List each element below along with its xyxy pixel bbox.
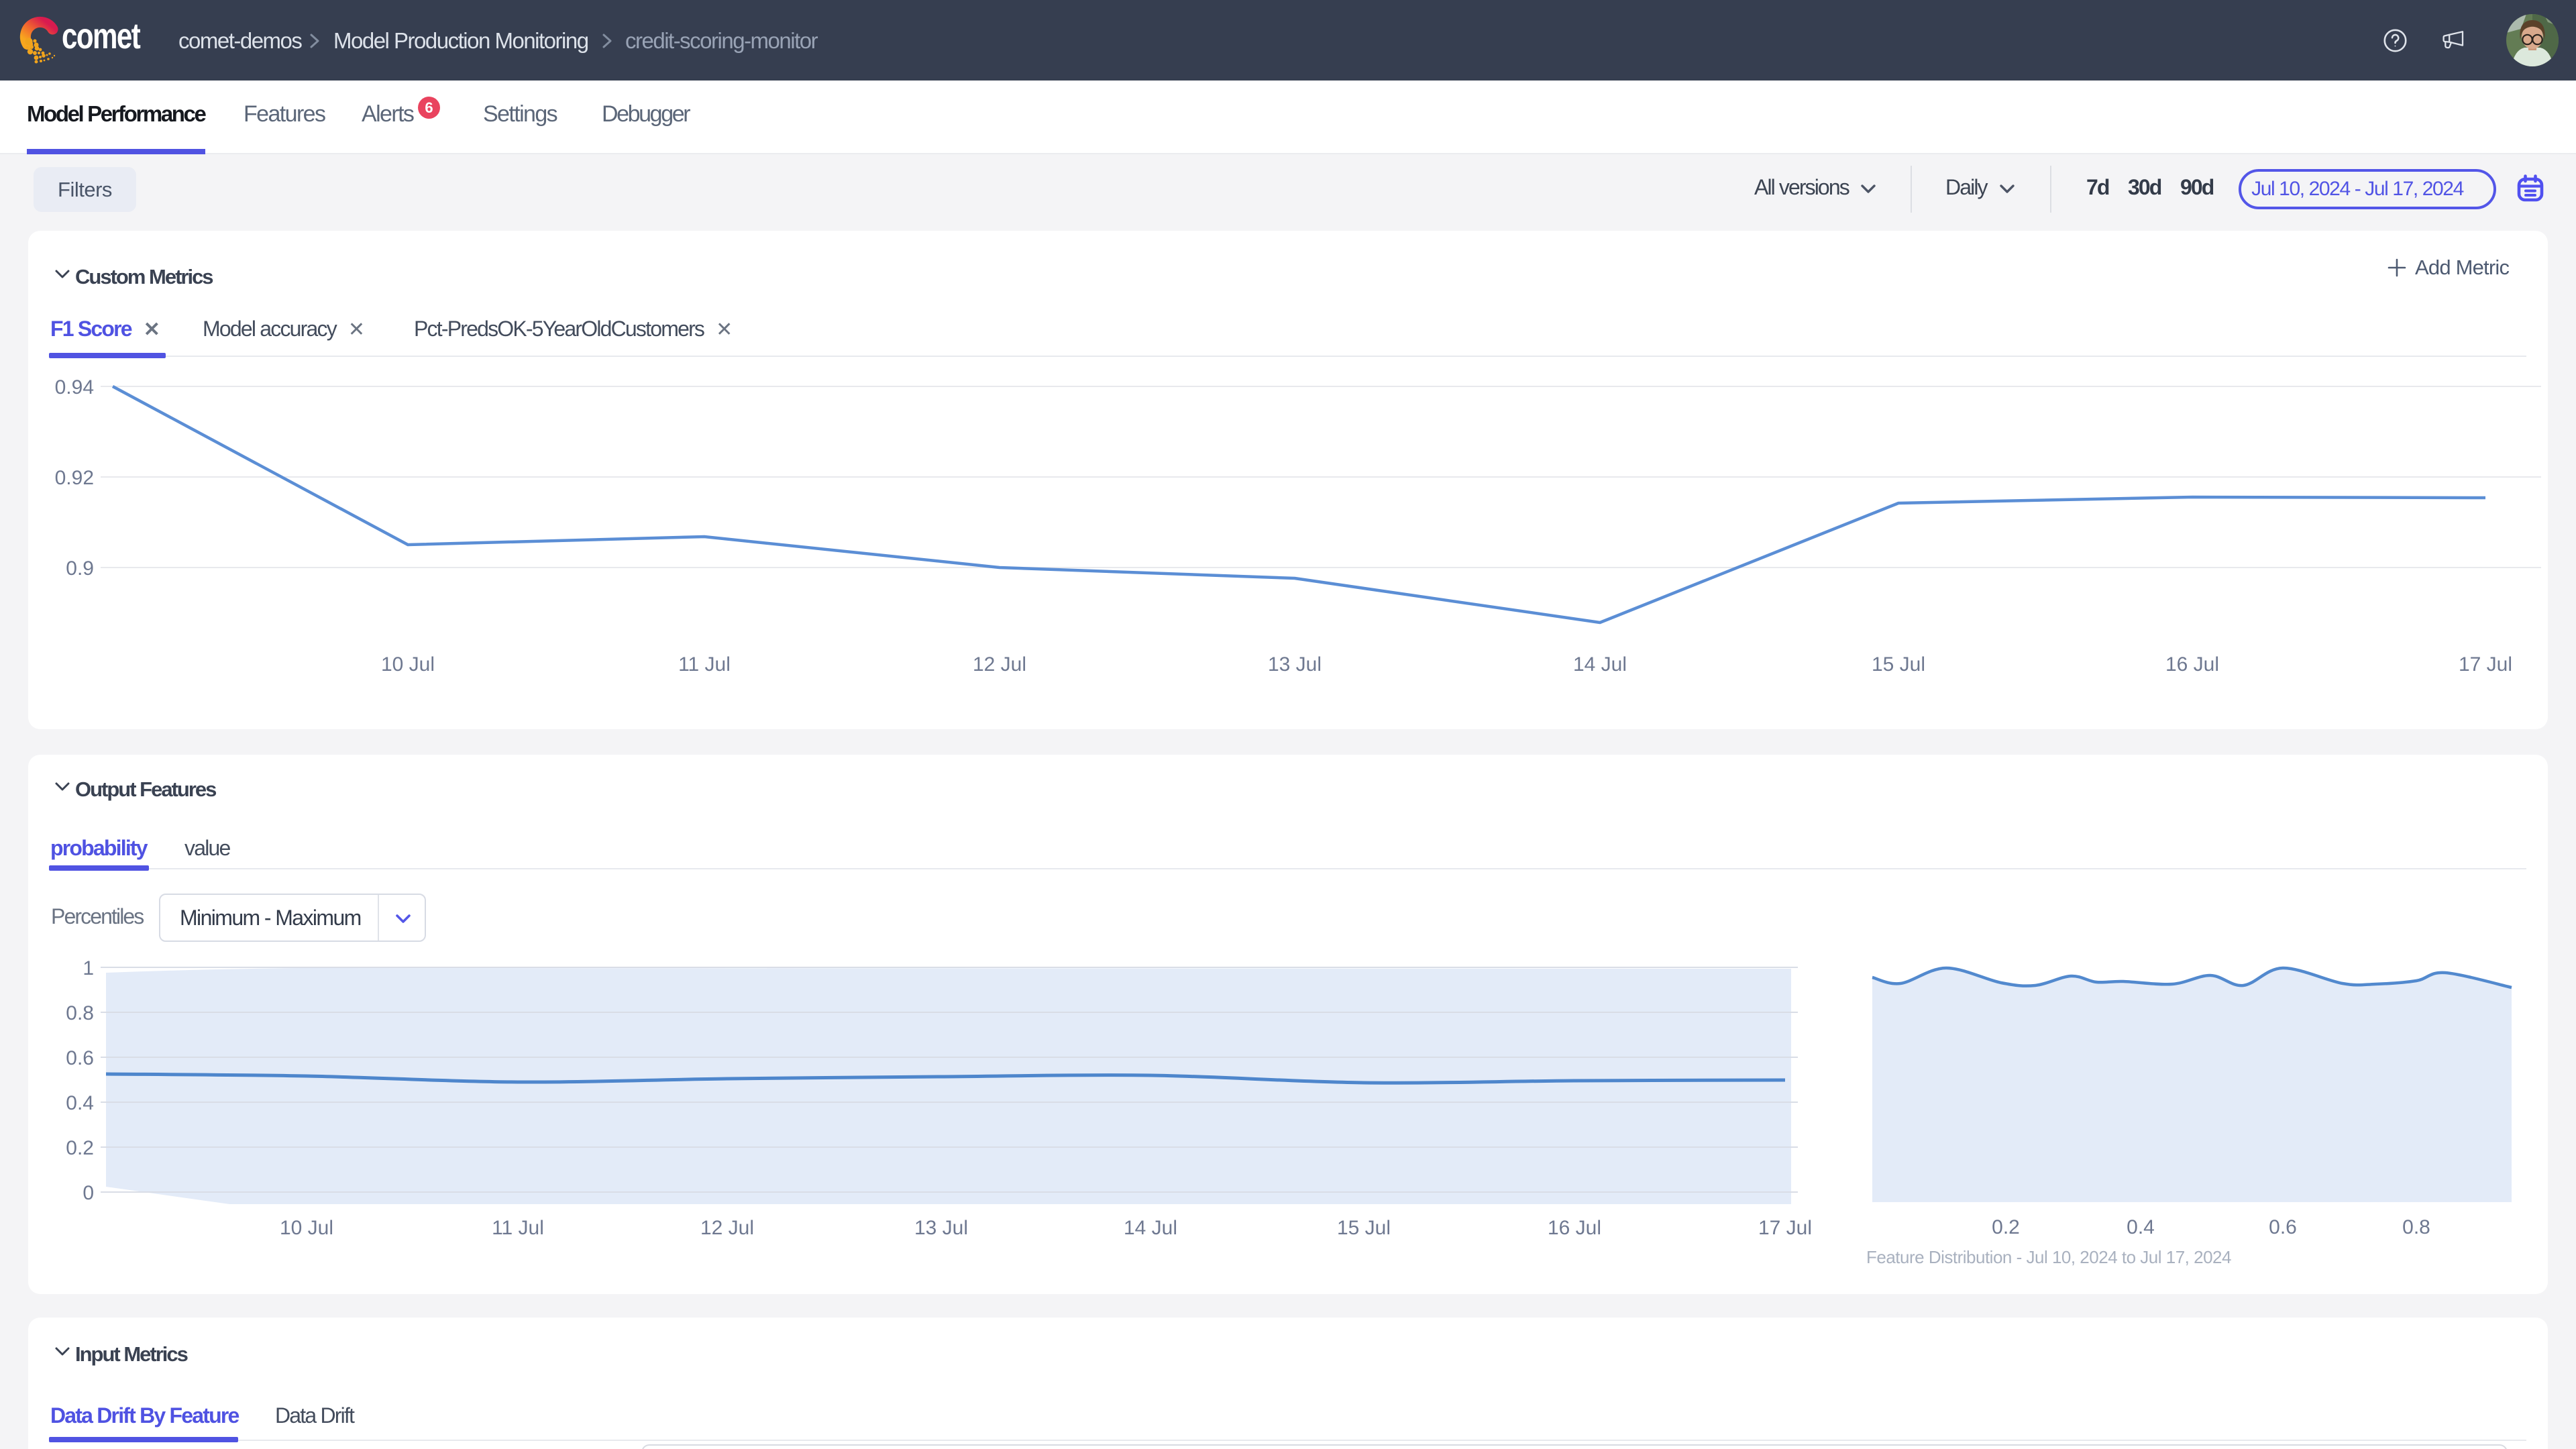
- svg-text:0.4: 0.4: [2127, 1216, 2155, 1238]
- svg-text:0: 0: [83, 1182, 94, 1204]
- svg-text:0.92: 0.92: [55, 467, 94, 489]
- svg-text:10 Jul: 10 Jul: [280, 1217, 333, 1239]
- svg-text:16 Jul: 16 Jul: [1548, 1217, 1601, 1239]
- svg-text:Feature Distribution - Jul 10,: Feature Distribution - Jul 10, 2024 to J…: [1866, 1247, 2231, 1267]
- svg-text:17 Jul: 17 Jul: [2459, 653, 2512, 676]
- svg-text:0.8: 0.8: [66, 1002, 94, 1024]
- svg-text:11 Jul: 11 Jul: [492, 1217, 544, 1239]
- svg-text:0.2: 0.2: [66, 1137, 94, 1159]
- svg-text:0.94: 0.94: [55, 376, 94, 398]
- svg-text:11 Jul: 11 Jul: [678, 653, 731, 676]
- svg-text:10 Jul: 10 Jul: [381, 653, 435, 676]
- svg-text:0.6: 0.6: [66, 1047, 94, 1069]
- svg-text:0.6: 0.6: [2269, 1216, 2297, 1238]
- svg-text:17 Jul: 17 Jul: [1758, 1217, 1812, 1239]
- svg-text:0.2: 0.2: [1992, 1216, 2020, 1238]
- svg-text:14 Jul: 14 Jul: [1573, 653, 1627, 676]
- svg-text:1: 1: [83, 957, 94, 979]
- svg-text:0.4: 0.4: [66, 1092, 94, 1114]
- svg-text:0.8: 0.8: [2402, 1216, 2430, 1238]
- svg-text:16 Jul: 16 Jul: [2165, 653, 2219, 676]
- svg-text:13 Jul: 13 Jul: [914, 1217, 968, 1239]
- svg-text:14 Jul: 14 Jul: [1124, 1217, 1177, 1239]
- svg-text:12 Jul: 12 Jul: [973, 653, 1026, 676]
- svg-text:15 Jul: 15 Jul: [1872, 653, 1925, 676]
- svg-text:15 Jul: 15 Jul: [1337, 1217, 1391, 1239]
- svg-text:12 Jul: 12 Jul: [700, 1217, 754, 1239]
- svg-text:13 Jul: 13 Jul: [1268, 653, 1322, 676]
- svg-text:0.9: 0.9: [66, 557, 94, 580]
